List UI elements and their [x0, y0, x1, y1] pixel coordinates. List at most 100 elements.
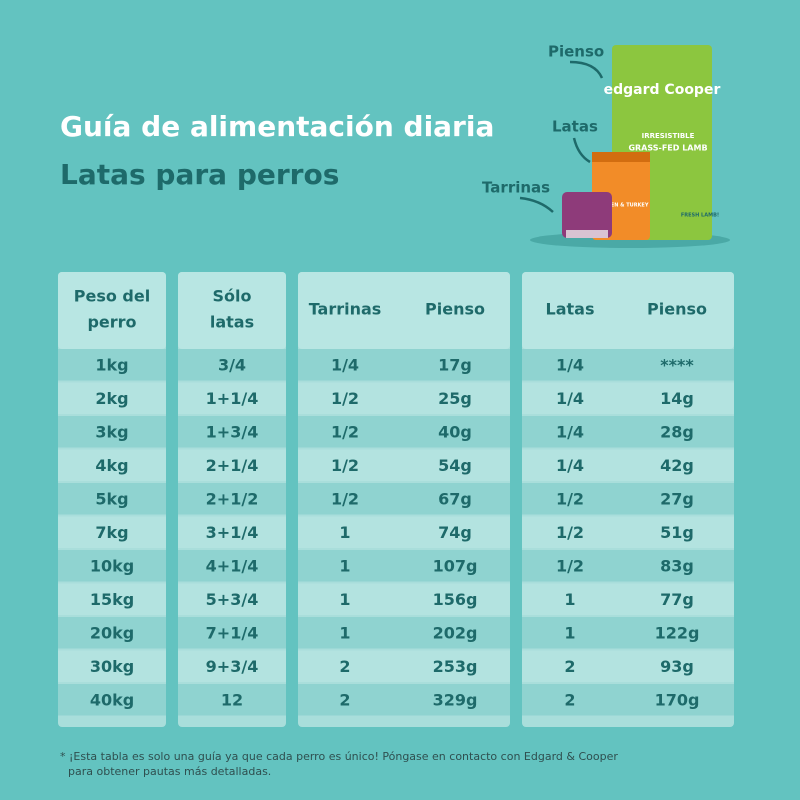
table-cell: 1/2 [556, 489, 584, 508]
row-band [522, 583, 734, 615]
product-label: Pienso [548, 43, 604, 61]
table-cell: 1 [564, 623, 575, 642]
table-cell: 17g [438, 355, 472, 374]
row-band [58, 382, 166, 414]
table-cell: 40kg [90, 690, 134, 709]
column-header: latas [210, 313, 254, 332]
row-band [298, 449, 510, 481]
table-cell: 5+3/4 [206, 590, 259, 609]
row-band [522, 349, 734, 381]
row-band [298, 382, 510, 414]
row-band [178, 684, 286, 716]
column-header: Sólo [213, 287, 252, 306]
table-cell: 2 [339, 657, 350, 676]
panel-header [522, 272, 734, 349]
can-text: CHICKEN & TURKEY [594, 203, 649, 209]
table-cell: 1/2 [331, 389, 359, 408]
table-cell: 2+1/4 [206, 456, 259, 475]
table-cell: 12 [221, 690, 243, 709]
title: Guía de alimentación diaria [60, 110, 494, 143]
row-band [178, 349, 286, 381]
table-cell: 1/4 [331, 355, 359, 374]
table-cell: 51g [660, 523, 694, 542]
table-cell: 1/4 [556, 422, 584, 441]
table-cell: **** [660, 355, 694, 374]
footnote: para obtener pautas más detalladas. [68, 765, 271, 778]
row-band [58, 617, 166, 649]
row-band [522, 617, 734, 649]
row-band [178, 583, 286, 615]
table-cell: 67g [438, 489, 472, 508]
row-band [522, 416, 734, 448]
table-cell: 3/4 [218, 355, 246, 374]
row-band [298, 550, 510, 582]
table-cell: 1 [339, 590, 350, 609]
table-cell: 15kg [90, 590, 134, 609]
table-cell: 74g [438, 523, 472, 542]
row-band [298, 583, 510, 615]
table-cell: 10kg [90, 556, 134, 575]
arrow [572, 137, 591, 164]
table-cell: 1/2 [331, 422, 359, 441]
table-cell: 42g [660, 456, 694, 475]
panel-header [58, 272, 166, 349]
table-cell: 4kg [95, 456, 128, 475]
table-cell: 1+3/4 [206, 422, 259, 441]
tray [562, 192, 612, 238]
row-band [298, 617, 510, 649]
table-cell: 1/2 [331, 489, 359, 508]
table-cell: 1/4 [556, 389, 584, 408]
table-cell: 2+1/2 [206, 489, 259, 508]
table-cell: 1kg [95, 355, 128, 374]
column-header: Tarrinas [309, 300, 382, 319]
table-cell: 3+1/4 [206, 523, 259, 542]
table-cell: 170g [655, 690, 700, 709]
column-header: Pienso [647, 300, 707, 319]
row-band [178, 483, 286, 515]
panel-header [178, 272, 286, 349]
table-cell: 14g [660, 389, 694, 408]
row-band [522, 650, 734, 682]
bag-brand: edgard Cooper [604, 82, 721, 98]
arrow [569, 60, 604, 79]
table-cell: 93g [660, 657, 694, 676]
row-band [58, 550, 166, 582]
table-cell: 7kg [95, 523, 128, 542]
product-label: Tarrinas [482, 179, 550, 197]
row-band [178, 650, 286, 682]
table-cell: 1 [564, 590, 575, 609]
bag-text: IRRESISTIBLE [642, 132, 695, 140]
table-cell: 1/2 [556, 556, 584, 575]
row-band [522, 516, 734, 548]
table-cell: 83g [660, 556, 694, 575]
table-cell: 4+1/4 [206, 556, 259, 575]
row-band [178, 516, 286, 548]
table-cell: 3kg [95, 422, 128, 441]
table-cell: 1/4 [556, 355, 584, 374]
table-cell: 20kg [90, 623, 134, 642]
row-band [178, 617, 286, 649]
can-lid [592, 152, 650, 162]
row-band [58, 449, 166, 481]
table-cell: 253g [433, 657, 478, 676]
products: edgard Cooper IRRESISTIBLE GRASS-FED LAM… [482, 43, 730, 248]
tray-rim [566, 230, 608, 238]
row-band [522, 449, 734, 481]
column-header: Latas [546, 300, 595, 319]
row-band [178, 550, 286, 582]
row-band [298, 684, 510, 716]
table-cell: 5kg [95, 489, 128, 508]
panel-header [298, 272, 510, 349]
table-cell: 2 [339, 690, 350, 709]
table-cell: 2 [564, 657, 575, 676]
product-label: Latas [552, 118, 598, 136]
subtitle: Latas para perros [60, 158, 339, 191]
table-cell: 1/4 [556, 456, 584, 475]
table-cell: 9+3/4 [206, 657, 259, 676]
table-cell: 40g [438, 422, 472, 441]
feeding-table: Peso del perro Sólo latas Tarrinas Pienso Lata… [58, 272, 734, 727]
row-band [178, 416, 286, 448]
row-band [58, 516, 166, 548]
row-band [522, 684, 734, 716]
